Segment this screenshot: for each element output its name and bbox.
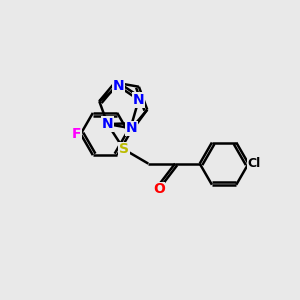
Text: N: N — [102, 117, 113, 131]
Text: S: S — [119, 142, 129, 156]
Text: N: N — [126, 121, 137, 135]
Text: Cl: Cl — [247, 157, 260, 170]
Text: O: O — [153, 182, 165, 197]
Text: F: F — [71, 127, 81, 141]
Text: N: N — [133, 93, 145, 107]
Text: N: N — [112, 79, 124, 93]
